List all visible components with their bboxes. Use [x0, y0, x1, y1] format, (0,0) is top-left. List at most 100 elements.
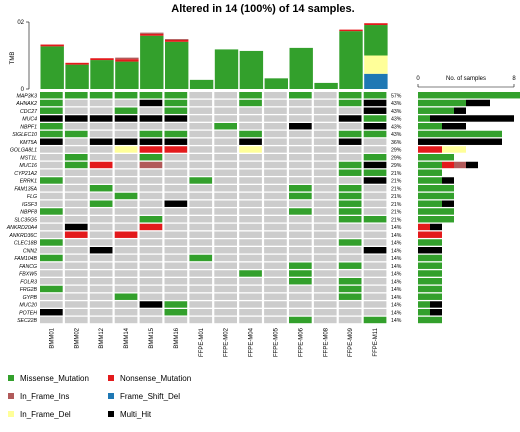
legend-label: Multi_Hit [120, 410, 152, 419]
percent-label: 29% [391, 163, 402, 169]
empty-cell [164, 123, 188, 130]
empty-cell [313, 192, 337, 200]
empty-cell [363, 309, 387, 316]
empty-cell [64, 239, 88, 246]
empty-cell [214, 262, 237, 269]
percent-label: 21% [391, 194, 402, 200]
sample-label: FFPE-M09 [348, 327, 354, 357]
empty-cell [139, 316, 163, 324]
empty-cell [164, 177, 188, 184]
empty-cell [289, 247, 312, 254]
mutation-cell [139, 92, 163, 99]
gene-label: CDC27 [20, 109, 38, 115]
sample-count-bar-segment [442, 200, 454, 207]
tmb-bar-segment [364, 23, 388, 26]
empty-cell [64, 270, 88, 277]
side-bars [418, 92, 520, 324]
empty-cell [239, 247, 262, 254]
empty-cell [363, 138, 387, 145]
empty-cell [338, 177, 362, 184]
mutation-cell [89, 185, 113, 192]
empty-cell [313, 239, 337, 246]
empty-cell [239, 185, 262, 192]
empty-cell [313, 208, 337, 215]
mutation-cell [239, 270, 262, 277]
mutation-cell [89, 138, 113, 145]
tmb-bar-segment [314, 82, 338, 89]
sample-label: FFPE-M01 [199, 327, 205, 357]
empty-cell [164, 278, 188, 285]
tmb-bar-segment [165, 39, 189, 42]
sample-count-bar-segment [418, 185, 454, 192]
empty-cell [239, 231, 262, 238]
empty-cell [239, 293, 262, 300]
empty-cell [139, 278, 163, 285]
empty-cell [264, 161, 287, 169]
percent-label: 21% [391, 179, 402, 185]
empty-cell [139, 262, 163, 269]
gene-label: MUC4 [22, 117, 37, 123]
mutation-cell [139, 161, 163, 169]
gene-label: CLEC18B [14, 241, 38, 247]
empty-cell [189, 154, 213, 161]
empty-cell [164, 185, 188, 192]
empty-cell [189, 115, 213, 122]
empty-cell [239, 239, 262, 246]
empty-cell [264, 123, 287, 130]
empty-cell [264, 154, 287, 161]
empty-cell [89, 208, 113, 215]
tmb-bar-segment [364, 73, 388, 89]
tmb-axis: 02 0 TMB [10, 20, 30, 93]
sample-count-bar-segment [418, 208, 454, 215]
empty-cell [313, 154, 337, 161]
mutation-cell [363, 247, 387, 254]
mutation-cell [40, 130, 63, 138]
empty-cell [313, 231, 337, 238]
empty-cell [363, 239, 387, 246]
empty-cell [289, 309, 312, 316]
empty-cell [289, 200, 312, 207]
empty-cell [239, 169, 262, 176]
empty-cell [239, 262, 262, 269]
mutation-cell [164, 200, 188, 207]
empty-cell [64, 146, 88, 153]
mutation-cell [114, 231, 138, 238]
empty-cell [264, 107, 287, 114]
mutation-cell [40, 99, 63, 107]
gene-label: SEC22B [17, 318, 37, 324]
gene-label: ERRK1 [20, 179, 37, 185]
empty-cell [64, 309, 88, 316]
mutation-cell [338, 278, 362, 285]
mutation-cell [363, 115, 387, 122]
empty-cell [189, 99, 213, 107]
percent-label: 14% [391, 225, 402, 231]
empty-cell [214, 130, 237, 138]
gene-label: MAP3K3 [17, 93, 38, 99]
empty-cell [313, 138, 337, 145]
percent-label: 14% [391, 318, 402, 324]
sample-label: FFPE-M02 [224, 327, 230, 357]
sample-label: BMM14 [124, 327, 130, 348]
sample-label: FFPE-M04 [249, 327, 255, 357]
empty-cell [289, 161, 312, 169]
tmb-bar-segment [264, 78, 288, 89]
empty-cell [264, 285, 287, 293]
empty-cell [164, 223, 188, 231]
empty-cell [114, 185, 138, 192]
empty-cell [189, 247, 213, 254]
mutation-cell [338, 92, 362, 99]
empty-cell [40, 278, 63, 285]
mutation-cell [164, 107, 188, 114]
sample-count-bar-segment [418, 316, 442, 324]
mutation-cell [189, 177, 213, 184]
mutation-cell [363, 161, 387, 169]
sample-count-bar-segment [430, 301, 442, 308]
empty-cell [40, 169, 63, 176]
gene-label: SLC35G5 [14, 217, 37, 223]
empty-cell [189, 270, 213, 277]
empty-cell [363, 254, 387, 262]
empty-cell [363, 192, 387, 200]
empty-cell [189, 161, 213, 169]
mutation-cell [289, 185, 312, 192]
empty-cell [214, 185, 237, 192]
